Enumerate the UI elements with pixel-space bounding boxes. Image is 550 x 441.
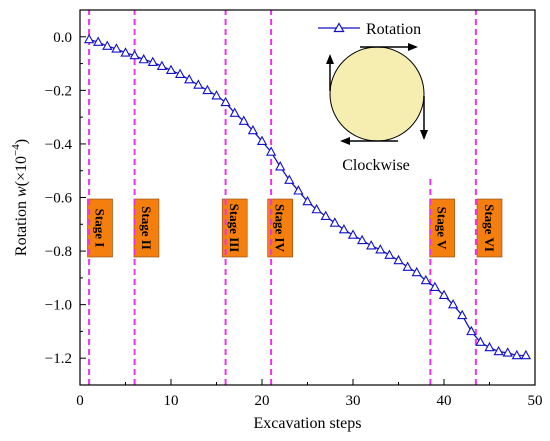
stage-label-4: Stage IV — [273, 204, 288, 253]
data-point — [93, 36, 104, 46]
x-axis: 0 10 20 30 40 50 — [76, 379, 543, 409]
y-axis-title-main: Rotation — [13, 197, 30, 256]
data-point — [147, 56, 158, 66]
data-point — [466, 325, 477, 336]
data-point — [493, 345, 504, 356]
top-arrow-head — [408, 43, 418, 51]
y-tick-label: −0.6 — [45, 191, 73, 207]
x-tick-label: 40 — [437, 393, 452, 409]
data-point — [511, 349, 522, 360]
data-point — [338, 223, 350, 234]
data-point — [311, 203, 322, 214]
data-point — [447, 298, 459, 309]
data-point — [393, 254, 404, 265]
stage-label-6: Stage VI — [482, 204, 497, 252]
x-tick-label: 0 — [76, 393, 84, 409]
stage-box-5 — [429, 198, 455, 258]
data-point — [366, 240, 377, 250]
data-point — [438, 289, 450, 300]
data-point — [174, 68, 186, 79]
stage-lines — [88, 10, 477, 385]
y-tick-label: −1.0 — [45, 298, 72, 314]
stage-box-6 — [476, 198, 503, 258]
legend-label: Rotation — [366, 21, 421, 38]
data-point — [429, 281, 441, 291]
clockwise-label: Clockwise — [342, 157, 410, 174]
data-point — [129, 49, 140, 60]
legend: Rotation — [318, 21, 421, 38]
data-point — [238, 115, 249, 125]
data-point — [457, 309, 468, 320]
bottom-arrow-head — [340, 137, 350, 145]
y-axis-title: Rotation w(×10−4) — [10, 139, 30, 256]
data-point — [156, 60, 168, 70]
x-tick-label: 10 — [164, 393, 179, 409]
y-axis-title-unit-open: (×10 — [13, 156, 30, 186]
y-tick-label: −0.8 — [45, 244, 72, 260]
data-point — [229, 107, 240, 117]
data-point — [165, 64, 177, 75]
stage-label-3: Stage III — [227, 204, 242, 253]
data-point — [265, 146, 277, 156]
x-tick-label: 30 — [346, 393, 361, 409]
data-point — [184, 73, 195, 84]
stage-label-2: Stage II — [139, 206, 154, 250]
x-axis-title: Excavation steps — [254, 415, 362, 432]
stage-boxes: Stage I Stage II Stage III Stage IV Stage V S… — [87, 198, 503, 258]
data-point — [347, 229, 359, 239]
data-point — [411, 266, 422, 277]
stage-label-5: Stage V — [435, 207, 450, 250]
y-axis-title-unit-close: ) — [13, 139, 30, 144]
data-point — [520, 349, 532, 360]
y-tick-label: −0.4 — [45, 137, 73, 153]
data-point — [284, 174, 295, 184]
legend-marker — [333, 22, 345, 33]
data-point — [102, 40, 113, 50]
data-point — [202, 84, 213, 95]
rotation-diagram: Clockwise — [326, 43, 428, 174]
data-point — [120, 47, 131, 57]
data-point — [375, 244, 386, 254]
y-tick-label: −0.2 — [45, 83, 72, 99]
stage-box-4 — [267, 198, 294, 258]
y-axis: 0.0 −0.2 −0.4 −0.6 −0.8 −1.0 −1.2 — [45, 9, 86, 386]
y-axis-title-exponent: −4 — [10, 144, 22, 156]
data-point — [329, 217, 340, 227]
data-point — [356, 234, 368, 245]
stage-label-1: Stage I — [93, 209, 108, 248]
data-point — [138, 53, 149, 64]
right-arrow-head — [420, 130, 428, 140]
y-axis-title-variable: w — [13, 186, 30, 197]
data-point — [384, 249, 395, 259]
data-point — [484, 341, 495, 352]
y-tick-label: −1.2 — [45, 351, 72, 367]
data-point — [475, 336, 486, 346]
data-point — [247, 124, 259, 135]
stage-box-3 — [221, 198, 248, 258]
data-point — [256, 135, 268, 145]
data-point — [320, 210, 331, 220]
data-point — [111, 43, 122, 53]
data-point — [302, 195, 313, 206]
x-tick-label: 20 — [255, 393, 270, 409]
series-group — [83, 33, 532, 360]
data-point — [220, 96, 231, 107]
stage-box-1 — [87, 198, 113, 258]
y-tick-label: 0.0 — [53, 30, 72, 46]
left-arrow-head — [326, 54, 334, 64]
data-point — [293, 185, 304, 195]
data-point — [193, 79, 204, 89]
data-point — [83, 33, 95, 44]
x-tick-label: 50 — [528, 393, 543, 409]
rotation-circle — [329, 46, 425, 142]
data-point — [211, 90, 222, 100]
data-point — [275, 161, 286, 171]
data-point — [402, 261, 413, 271]
data-point — [502, 347, 513, 357]
data-point — [420, 274, 431, 285]
stage-box-2 — [133, 198, 160, 258]
